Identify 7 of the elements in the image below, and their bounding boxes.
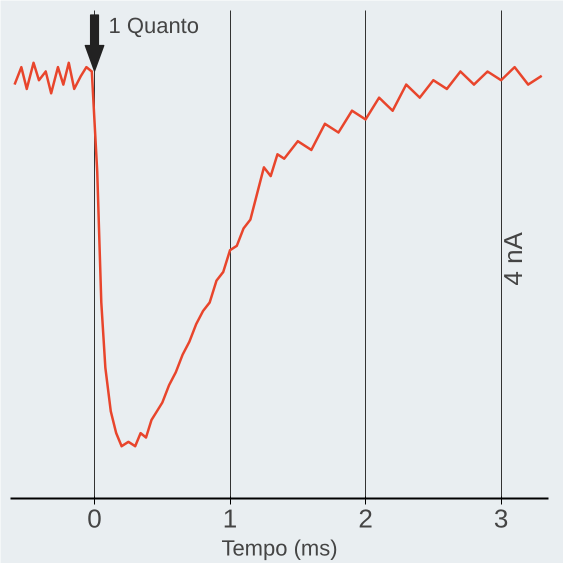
x-axis-title: Tempo (ms) — [221, 536, 338, 560]
x-tick-label: 1 — [222, 504, 238, 534]
x-tick-label: 3 — [494, 504, 508, 534]
annotation: 1 Quanto — [108, 12, 200, 38]
x-tick-label: 0 — [87, 504, 102, 534]
x-tick-label: 2 — [358, 504, 373, 534]
annotation: 4 nA — [498, 231, 528, 286]
